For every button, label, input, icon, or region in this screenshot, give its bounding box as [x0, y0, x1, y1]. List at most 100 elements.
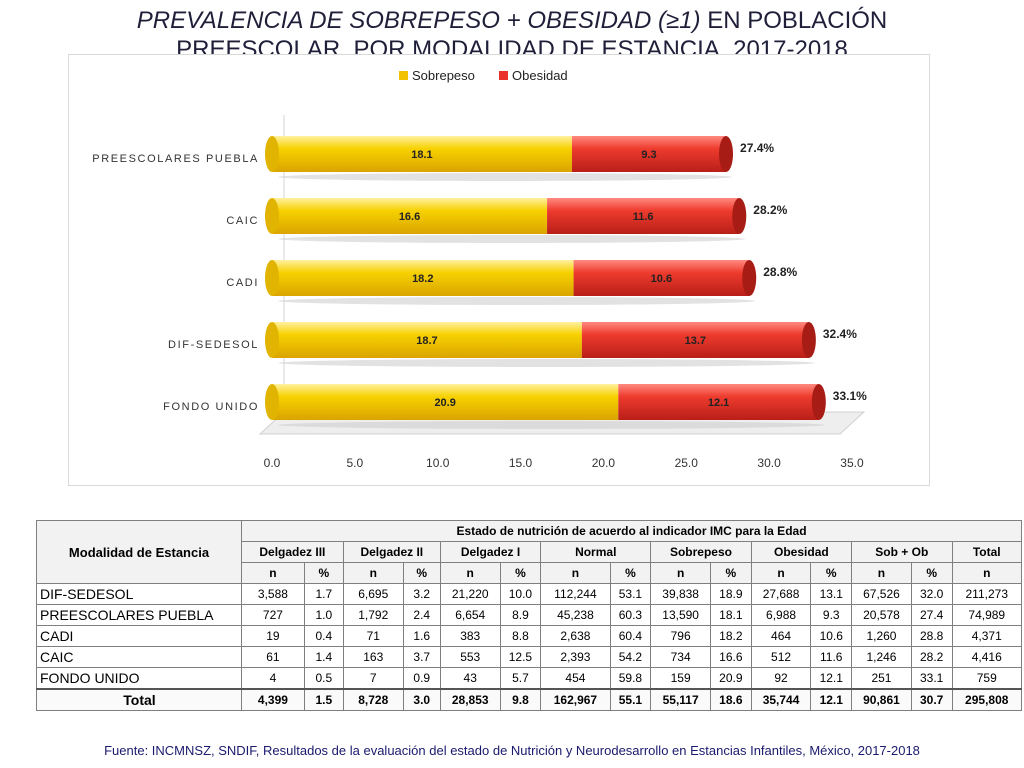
- nutrition-table-container: Modalidad de Estancia Estado de nutrición…: [36, 520, 1024, 711]
- table-cell: 7: [342, 667, 404, 690]
- table-cell: 734: [650, 646, 712, 668]
- table-cell: 43: [439, 667, 501, 690]
- table-cell: 30.7: [910, 688, 953, 711]
- table-cell: 20.9: [710, 667, 752, 690]
- table-cell: 12.1: [810, 667, 853, 690]
- table-row: DIF-SEDESOL 3,588 1.7 6,695 3.2 21,220 10.0 112…: [36, 583, 1022, 605]
- table-cell: 6,988: [750, 604, 812, 626]
- x-tick-label: 0.0: [264, 456, 281, 470]
- source-note: Fuente: INCMNSZ, SNDIF, Resultados de la…: [104, 743, 920, 758]
- table-cell: 9.8: [499, 688, 542, 711]
- table-cell: 13,590: [650, 604, 712, 626]
- bar-sobrepeso: [272, 260, 574, 296]
- table-body: DIF-SEDESOL 3,588 1.7 6,695 3.2 21,220 10.0 112…: [36, 583, 1022, 711]
- bar-obesidad-cap: [742, 260, 757, 296]
- title-italic-part: PREVALENCIA DE SOBREPESO + OBESIDAD (≥1): [136, 7, 701, 34]
- table-cell: 2.4: [402, 604, 441, 626]
- table-cell: 90,861: [851, 688, 912, 711]
- header-sub-n: n: [750, 562, 812, 584]
- table-cell: 32.0: [910, 583, 953, 605]
- table-cell: 553: [439, 646, 501, 668]
- header-sub-pct: %: [710, 562, 752, 584]
- header-group: Normal: [540, 541, 652, 563]
- category-label: CADI: [226, 277, 259, 289]
- header-sub-pct: %: [810, 562, 853, 584]
- row-name: CAIC: [36, 646, 242, 668]
- chart-container: Sobrepeso Obesidad 18.1 9.3 27.4% 16.6 11.6 28…: [68, 54, 930, 486]
- header-group: Delgadez III: [241, 541, 344, 563]
- data-label-sobrepeso: 16.6: [399, 211, 420, 223]
- stacked-bar-chart: Sobrepeso Obesidad 18.1 9.3 27.4% 16.6 11.6 28…: [92, 68, 867, 470]
- x-tick-label: 15.0: [509, 456, 533, 470]
- bar-shadow: [278, 297, 756, 305]
- data-label-total: 33.1%: [833, 389, 867, 403]
- row-name: PREESCOLARES PUEBLA: [36, 604, 242, 626]
- header-sub-pct: %: [499, 562, 542, 584]
- table-cell: 33.1: [910, 667, 953, 690]
- table-cell: 0.4: [303, 625, 344, 647]
- table-cell: 1.7: [303, 583, 344, 605]
- header-sub-n: n: [851, 562, 912, 584]
- header-sub-pct: %: [402, 562, 441, 584]
- table-cell: 454: [540, 667, 611, 690]
- table-cell: 61: [241, 646, 305, 668]
- table-cell: 60.4: [609, 625, 652, 647]
- table-cell: 8.8: [499, 625, 542, 647]
- table-cell: 796: [650, 625, 712, 647]
- table-cell: 759: [951, 667, 1022, 690]
- table-header: Modalidad de Estancia Estado de nutrición…: [36, 520, 1022, 584]
- table-cell: 3.0: [402, 688, 441, 711]
- bar-obesidad-cap: [719, 136, 734, 172]
- bar-obesidad-cap: [811, 384, 826, 420]
- table-cell: 383: [439, 625, 501, 647]
- bar-sobrepeso-cap: [265, 260, 279, 296]
- table-cell: 35,744: [750, 688, 812, 711]
- header-sub-n: n: [439, 562, 501, 584]
- bar-sobrepeso-cap: [265, 322, 279, 358]
- table-cell: 27.4: [910, 604, 953, 626]
- bar-obesidad-cap: [732, 198, 747, 234]
- table-cell: 3.7: [402, 646, 441, 668]
- table-cell: 1.0: [303, 604, 344, 626]
- header-total: Total: [951, 541, 1022, 563]
- table-row: PREESCOLARES PUEBLA 727 1.0 1,792 2.4 6,654 8.…: [36, 604, 1022, 626]
- table-cell: 18.1: [710, 604, 752, 626]
- bar-sobrepeso: [272, 136, 572, 172]
- table-cell: 159: [650, 667, 712, 690]
- table-cell: 12.5: [499, 646, 542, 668]
- bar-obesidad: [573, 260, 750, 296]
- data-label-obesidad: 13.7: [685, 335, 706, 347]
- table-cell: 163: [342, 646, 404, 668]
- header-group: Delgadez II: [342, 541, 441, 563]
- bar-obesidad: [618, 384, 819, 420]
- legend-label-obesidad: Obesidad: [512, 68, 568, 83]
- bar-shadow: [278, 173, 733, 181]
- x-axis: 0.0 5.0 10.0 15.0 20.0 25.0 30.0 35.0: [264, 456, 864, 470]
- category-labels: PREESCOLARES PUEBLA CAIC CADI DIF-SEDESOL FO…: [92, 153, 259, 413]
- nutrition-table: Modalidad de Estancia Estado de nutrición…: [36, 520, 1022, 711]
- table-cell: 4: [241, 667, 305, 690]
- header-sub-n: n: [241, 562, 305, 584]
- table-cell: 1,260: [851, 625, 912, 647]
- category-label: FONDO UNIDO: [163, 401, 259, 413]
- table-cell: 39,838: [650, 583, 712, 605]
- bar-obesidad: [571, 136, 727, 172]
- header-group: Delgadez I: [439, 541, 542, 563]
- legend-label-sobrepeso: Sobrepeso: [412, 68, 475, 83]
- bar-shadow: [278, 359, 815, 367]
- table-cell: 67,526: [851, 583, 912, 605]
- table-cell: 27,688: [750, 583, 812, 605]
- data-label-sobrepeso: 18.2: [412, 273, 433, 285]
- chart-legend: Sobrepeso Obesidad: [399, 68, 568, 83]
- table-cell: 28,853: [439, 688, 501, 711]
- table-cell: 53.1: [609, 583, 652, 605]
- table-cell: 251: [851, 667, 912, 690]
- data-label-total: 28.8%: [763, 265, 797, 279]
- header-sub-pct: %: [609, 562, 652, 584]
- bar-sobrepeso-cap: [265, 136, 279, 172]
- x-tick-label: 30.0: [757, 456, 781, 470]
- table-row: FONDO UNIDO 4 0.5 7 0.9 43 5.7 454 59.8 159 20.9 92…: [36, 667, 1022, 690]
- table-cell: 4,399: [241, 688, 305, 711]
- legend-swatch-sobrepeso: [399, 71, 408, 80]
- table-cell: 54.2: [609, 646, 652, 668]
